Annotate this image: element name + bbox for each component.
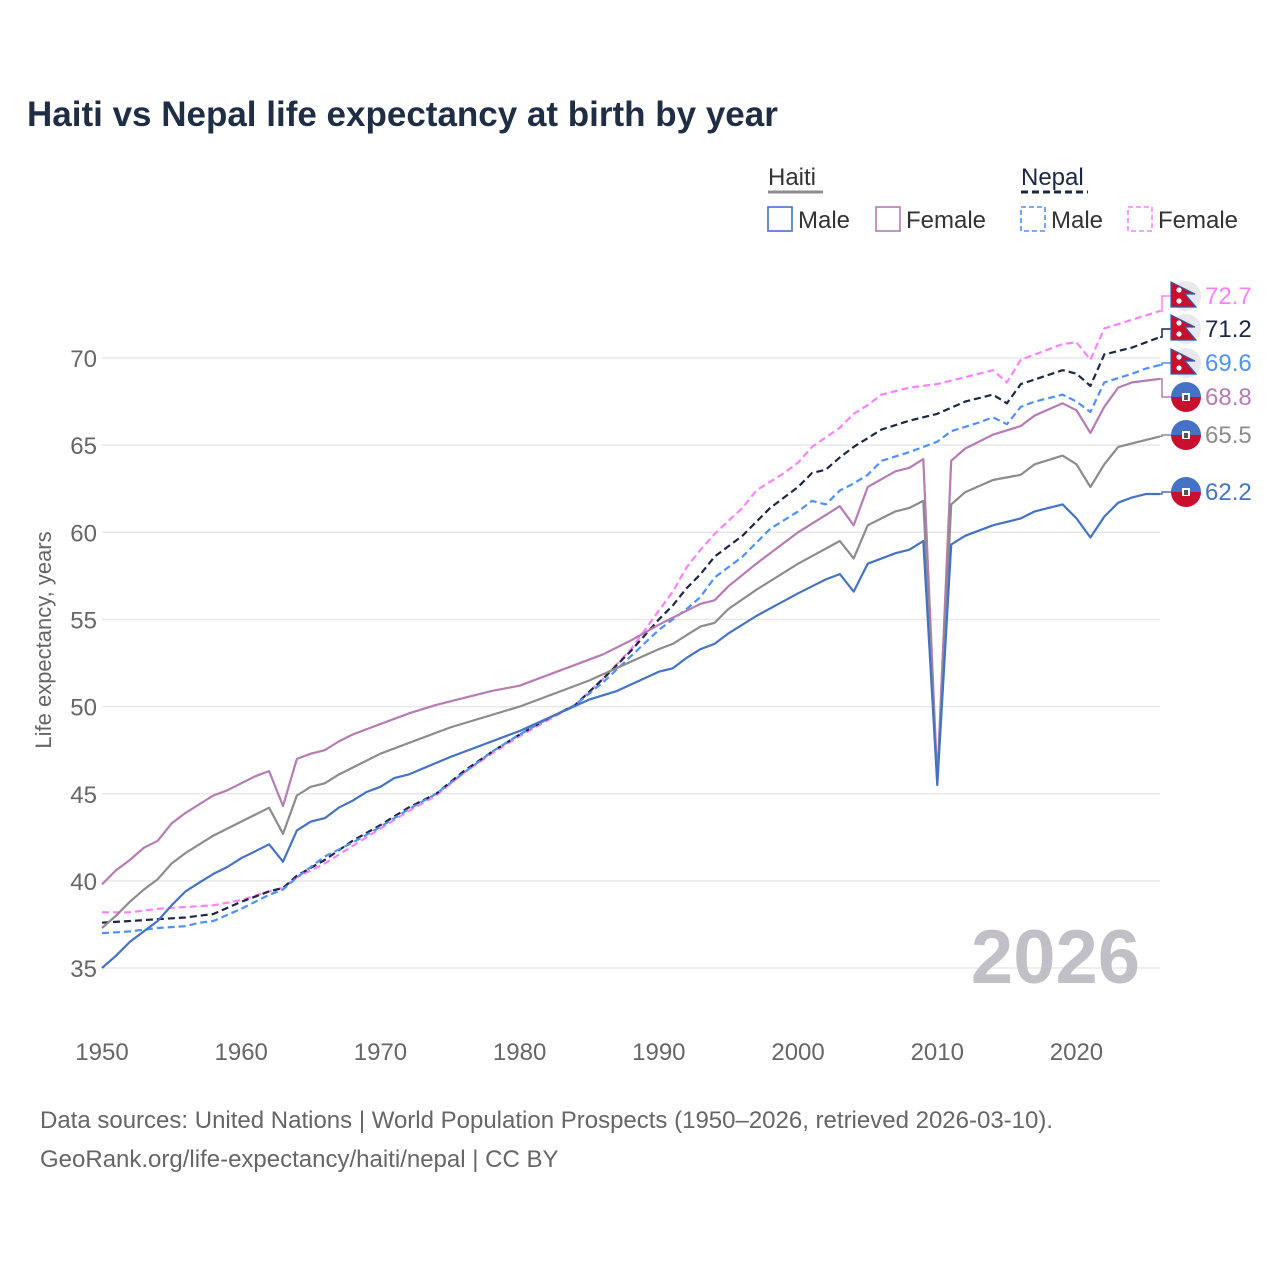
legend-group-nepal: Nepal xyxy=(1021,164,1084,191)
end-value-label: 72.7 xyxy=(1205,283,1252,310)
y-tick-label: 35 xyxy=(70,956,97,983)
y-tick-label: 60 xyxy=(70,520,97,547)
haiti-flag-icon xyxy=(1171,420,1201,435)
series-line-nepal-female xyxy=(102,309,1161,914)
chart-title: Haiti vs Nepal life expectancy at birth … xyxy=(27,95,778,134)
haiti-flag-red xyxy=(1171,435,1201,450)
haiti-flag-icon xyxy=(1171,382,1201,397)
x-tick-label: 1970 xyxy=(354,1039,407,1066)
end-value-label: 62.2 xyxy=(1205,479,1252,506)
y-tick-label: 65 xyxy=(70,433,97,460)
y-tick-label: 45 xyxy=(70,782,97,809)
x-tick-label: 1990 xyxy=(632,1039,685,1066)
series-line-nepal-male xyxy=(101,363,1161,935)
series-line-nepal-total xyxy=(101,336,1161,924)
source-text: Data sources: United Nations | World Pop… xyxy=(40,1107,1054,1134)
series-line-haiti-total xyxy=(101,435,1161,929)
nepal-flag-sun xyxy=(1176,298,1182,304)
label-connector xyxy=(1160,378,1172,398)
source-link[interactable]: GeoRank.org/life-expectancy/haiti/nepal … xyxy=(40,1146,559,1173)
end-value-label: 71.2 xyxy=(1205,316,1252,343)
legend-item-label: Male xyxy=(798,207,850,234)
legend-item-label: Female xyxy=(1158,207,1238,234)
x-tick-label: 2010 xyxy=(911,1039,964,1066)
y-tick-label: 50 xyxy=(70,695,97,722)
nepal-flag-moon xyxy=(1176,354,1182,360)
end-value-label: 69.6 xyxy=(1205,350,1252,377)
series-line-haiti-female xyxy=(101,377,1161,886)
series-line-haiti-male xyxy=(101,492,1160,969)
haiti-flag-emblem-detail xyxy=(1184,433,1188,438)
haiti-flag-emblem-detail xyxy=(1184,490,1188,495)
legend-swatch xyxy=(1020,206,1046,232)
legend-group-haiti: Haiti xyxy=(768,164,816,191)
haiti-flag-emblem-detail xyxy=(1184,395,1188,400)
x-tick-label: 1960 xyxy=(215,1039,268,1066)
haiti-flag-icon xyxy=(1171,477,1201,492)
y-tick-label: 40 xyxy=(70,869,97,896)
x-tick-label: 2020 xyxy=(1050,1039,1103,1066)
legend-swatch xyxy=(767,206,793,232)
legend-item-label: Male xyxy=(1051,207,1103,234)
label-connector xyxy=(1160,362,1172,366)
x-tick-label: 1950 xyxy=(75,1039,128,1066)
label-connector xyxy=(1160,434,1172,438)
haiti-flag-red xyxy=(1171,397,1201,412)
label-connector xyxy=(1160,491,1172,495)
haiti-flag-red xyxy=(1171,492,1201,507)
legend-item-label: Female xyxy=(906,207,986,234)
x-tick-label: 2000 xyxy=(771,1039,824,1066)
year-watermark: 2026 xyxy=(971,915,1140,1000)
y-tick-label: 55 xyxy=(70,607,97,634)
legend-swatch xyxy=(1127,206,1153,232)
nepal-flag-sun xyxy=(1176,331,1182,337)
end-value-label: 68.8 xyxy=(1205,384,1252,411)
nepal-flag-sun xyxy=(1176,365,1182,371)
y-axis-label: Life expectancy, years xyxy=(31,531,56,748)
legend-swatch xyxy=(875,206,901,232)
label-connector xyxy=(1160,295,1172,312)
y-tick-label: 70 xyxy=(70,346,97,373)
x-tick-label: 1980 xyxy=(493,1039,546,1066)
end-value-label: 65.5 xyxy=(1205,422,1252,449)
label-connector xyxy=(1160,328,1172,338)
nepal-flag-moon xyxy=(1176,320,1182,326)
nepal-flag-moon xyxy=(1176,287,1182,293)
